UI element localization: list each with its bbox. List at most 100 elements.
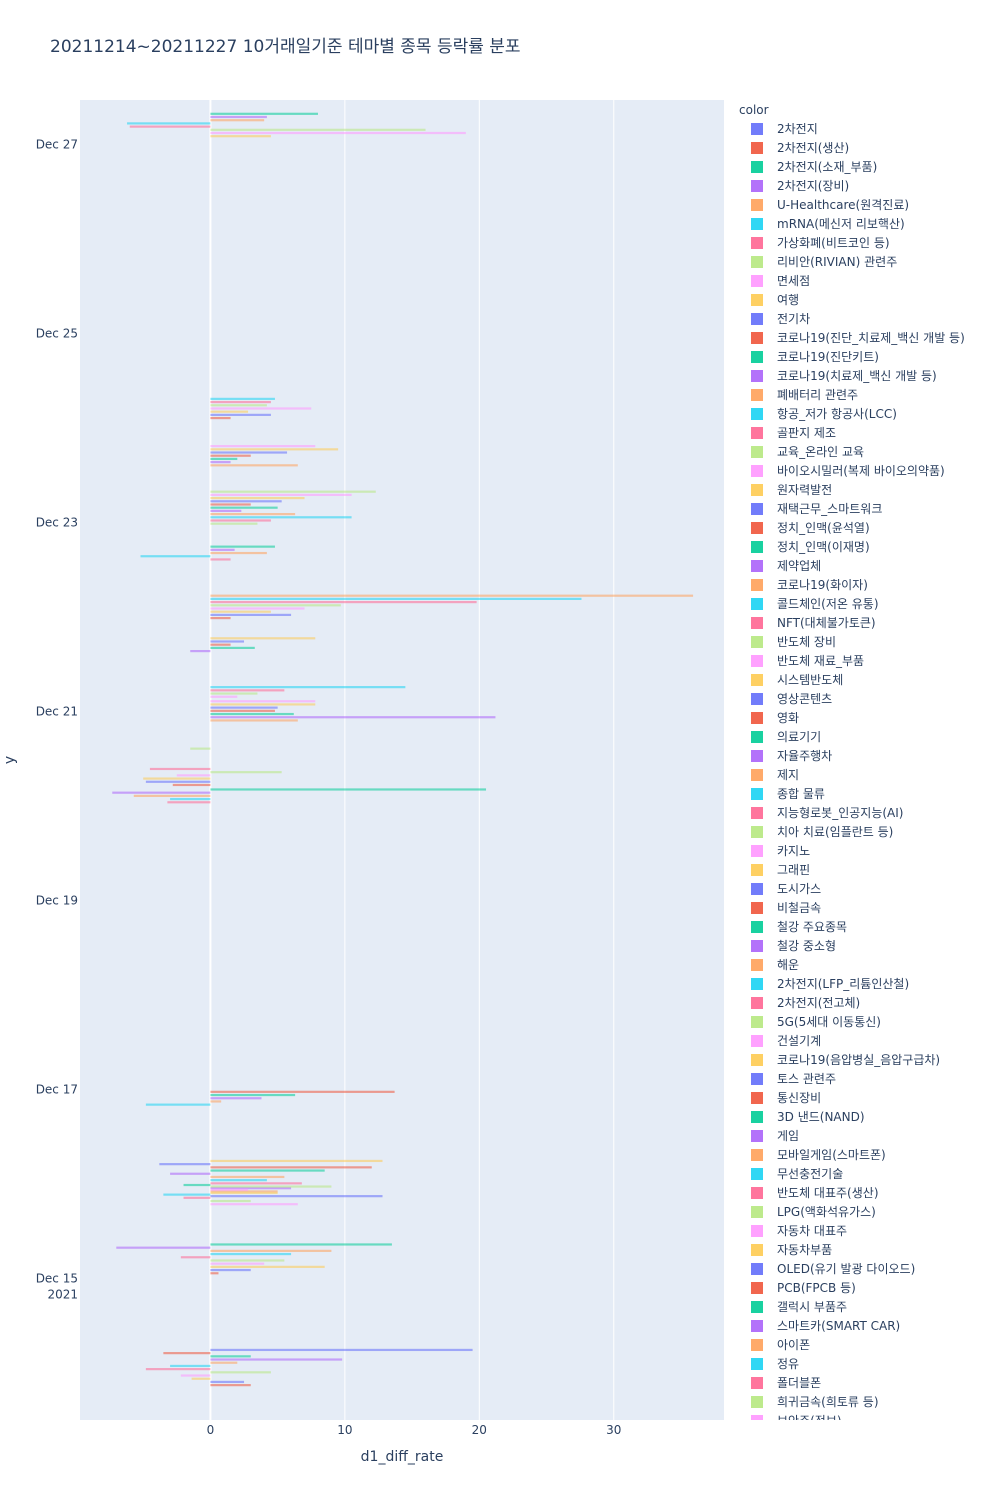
- bar[interactable]: [210, 1380, 245, 1384]
- legend-item[interactable]: 토스 관련주: [736, 1069, 1000, 1088]
- legend-item[interactable]: 자율주행차: [736, 746, 1000, 765]
- bar[interactable]: [210, 1097, 262, 1100]
- legend-item[interactable]: OLED(유기 발광 다이오드): [736, 1259, 1000, 1278]
- bar[interactable]: [210, 637, 316, 640]
- bar[interactable]: [210, 448, 339, 451]
- bar[interactable]: [210, 640, 245, 643]
- bar[interactable]: [210, 112, 318, 115]
- bar[interactable]: [210, 1371, 271, 1374]
- bar[interactable]: [210, 689, 285, 692]
- legend-item[interactable]: 무선충전기술: [736, 1164, 1000, 1183]
- legend-item[interactable]: 보안주(정보): [736, 1411, 1000, 1420]
- bar[interactable]: [163, 1193, 211, 1196]
- legend-item[interactable]: 아이폰: [736, 1335, 1000, 1354]
- bar[interactable]: [210, 1182, 302, 1185]
- bar[interactable]: [180, 1374, 211, 1377]
- legend-item[interactable]: 도시가스: [736, 879, 1000, 898]
- bar[interactable]: [210, 1179, 267, 1182]
- bar[interactable]: [159, 1163, 211, 1166]
- bar[interactable]: [172, 783, 211, 787]
- bar[interactable]: [210, 558, 231, 561]
- bar[interactable]: [210, 788, 487, 791]
- legend-item[interactable]: 정치_인맥(윤석열): [736, 518, 1000, 537]
- legend-item[interactable]: 그래핀: [736, 860, 1000, 879]
- bar[interactable]: [210, 503, 251, 506]
- legend-item[interactable]: 리비안(RIVIAN) 관련주: [736, 252, 1000, 271]
- legend-item[interactable]: 정치_인맥(이재명): [736, 537, 1000, 556]
- legend-item[interactable]: 바이오시밀러(복제 바이오의약품): [736, 461, 1000, 480]
- legend-item[interactable]: 철강 중소형: [736, 936, 1000, 955]
- bar[interactable]: [170, 1172, 211, 1175]
- bar[interactable]: [210, 771, 282, 774]
- bar[interactable]: [210, 643, 231, 646]
- bar[interactable]: [210, 716, 496, 719]
- legend-item[interactable]: 정유: [736, 1354, 1000, 1373]
- bar[interactable]: [210, 454, 251, 457]
- legend-item[interactable]: 2차전지(소재_부품): [736, 157, 1000, 176]
- bar[interactable]: [210, 551, 267, 555]
- bar[interactable]: [210, 646, 255, 649]
- bar[interactable]: [145, 1103, 211, 1106]
- legend-item[interactable]: U-Healthcare(원격진료): [736, 195, 1000, 214]
- bar[interactable]: [210, 1355, 251, 1358]
- legend-item[interactable]: 자동차 대표주: [736, 1221, 1000, 1240]
- bar[interactable]: [210, 1191, 278, 1195]
- bar[interactable]: [210, 613, 292, 617]
- bar[interactable]: [210, 115, 267, 119]
- bar[interactable]: [210, 490, 376, 493]
- legend-item[interactable]: 반도체 장비: [736, 632, 1000, 651]
- bar[interactable]: [210, 1265, 325, 1268]
- bar[interactable]: [210, 1199, 251, 1203]
- legend-item[interactable]: 갤럭시 부품주: [736, 1297, 1000, 1316]
- bar[interactable]: [210, 1190, 278, 1193]
- legend-item[interactable]: 건설기계: [736, 1031, 1000, 1050]
- bar[interactable]: [210, 1243, 392, 1246]
- bar[interactable]: [210, 1203, 298, 1206]
- bar[interactable]: [210, 1259, 285, 1262]
- bar[interactable]: [210, 397, 275, 400]
- bar[interactable]: [210, 719, 298, 722]
- bar[interactable]: [210, 1169, 325, 1172]
- legend-item[interactable]: 제지: [736, 765, 1000, 784]
- bar[interactable]: [210, 493, 352, 496]
- bar[interactable]: [210, 451, 288, 454]
- legend-item[interactable]: 원자력발전: [736, 480, 1000, 499]
- bar[interactable]: [170, 1364, 211, 1368]
- bar[interactable]: [210, 1249, 332, 1252]
- bar[interactable]: [210, 413, 271, 416]
- legend-item[interactable]: 비철금속: [736, 898, 1000, 917]
- legend-item[interactable]: 카지노: [736, 841, 1000, 860]
- legend-item[interactable]: 폴더블폰: [736, 1373, 1000, 1392]
- legend-item[interactable]: 5G(5세대 이동통신): [736, 1012, 1000, 1031]
- bar[interactable]: [140, 555, 211, 558]
- legend-item[interactable]: 전기차: [736, 309, 1000, 328]
- bar[interactable]: [143, 777, 211, 780]
- bar[interactable]: [210, 506, 278, 509]
- bar[interactable]: [210, 461, 231, 464]
- bar[interactable]: [170, 797, 211, 801]
- legend-item[interactable]: 모바일게임(스마트폰): [736, 1145, 1000, 1164]
- bar[interactable]: [210, 700, 316, 703]
- bar[interactable]: [210, 1188, 249, 1191]
- bar[interactable]: [210, 1166, 372, 1169]
- bar[interactable]: [210, 1195, 383, 1198]
- bar[interactable]: [210, 1187, 292, 1190]
- bar[interactable]: [210, 1252, 292, 1256]
- legend-item[interactable]: 해운: [736, 955, 1000, 974]
- bar[interactable]: [133, 794, 211, 797]
- legend-item[interactable]: 종합 물류: [736, 784, 1000, 803]
- legend-item[interactable]: 2차전지: [736, 119, 1000, 138]
- bar[interactable]: [210, 135, 271, 138]
- legend-item[interactable]: 코로나19(치료제_백신 개발 등): [736, 366, 1000, 385]
- legend-item[interactable]: 2차전지(장비): [736, 176, 1000, 195]
- legend-item[interactable]: 항공_저가 항공사(LCC): [736, 404, 1000, 423]
- bar[interactable]: [210, 445, 316, 448]
- bar[interactable]: [210, 407, 312, 410]
- bar[interactable]: [145, 780, 211, 783]
- bar[interactable]: [210, 706, 278, 709]
- legend-item[interactable]: 지능형로봇_인공지능(AI): [736, 803, 1000, 822]
- legend-item[interactable]: 교육_온라인 교육: [736, 442, 1000, 461]
- bar[interactable]: [210, 1262, 265, 1265]
- bar[interactable]: [190, 649, 211, 653]
- bar[interactable]: [210, 500, 282, 503]
